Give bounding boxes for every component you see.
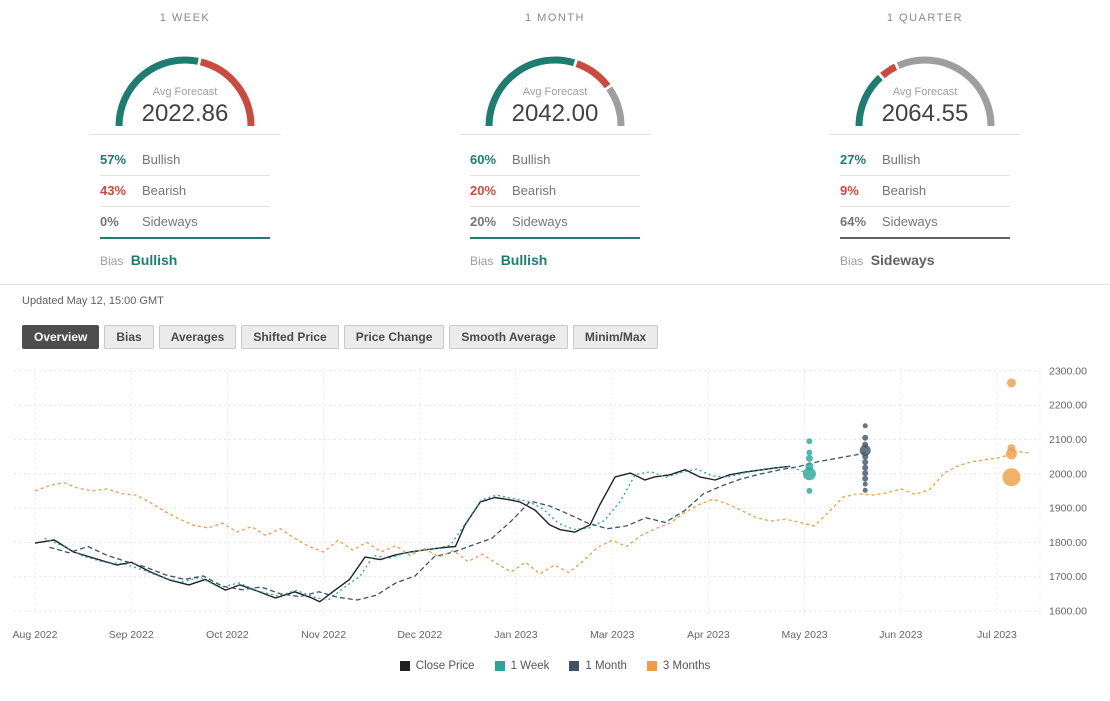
gauge-arc [115,56,255,127]
bias-row: Bias Sideways [840,252,1010,268]
bullish-row: 27% Bullish [840,145,1010,176]
sideways-label: Sideways [142,214,198,229]
section-divider [0,284,1110,285]
svg-text:2300.00: 2300.00 [1049,365,1087,377]
bullish-label: Bullish [142,152,181,167]
forecast-panel-1-month: 1 MONTH Avg Forecast 2042.00 60% Bullish… [455,12,655,268]
tab-averages[interactable]: Averages [158,325,237,349]
forecast-gauge: Avg Forecast 2022.86 [89,34,281,135]
bias-label: Bias [100,254,124,268]
svg-text:1700.00: 1700.00 [1049,571,1087,583]
bias-row: Bias Bullish [470,252,640,268]
bias-value: Bullish [130,252,178,268]
bearish-row: 43% Bearish [100,176,270,207]
sideways-row: 20% Sideways [470,207,640,239]
bias-value: Sideways [870,252,935,268]
bullish-label: Bullish [512,152,551,167]
bullish-row: 60% Bullish [470,145,640,176]
bullish-row: 57% Bullish [100,145,270,176]
period-label: 1 QUARTER [886,12,964,24]
svg-text:Sep 2022: Sep 2022 [109,629,154,641]
bearish-label: Bearish [142,183,187,198]
sideways-row: 0% Sideways [100,207,270,239]
bullish-label: Bullish [882,152,921,167]
gauge-arc [485,56,625,127]
sentiment-rows: 60% Bullish 20% Bearish 20% Sideways [470,145,640,239]
svg-text:Jun 2023: Jun 2023 [879,629,922,641]
period-label: 1 WEEK [159,12,211,24]
close-price-swatch-icon [399,661,410,671]
forecast-chart[interactable]: 2300.00 2200.00 2100.00 2000.00 1900.00 1800.… [0,361,1110,658]
tab-minim-max[interactable]: Minim/Max [572,325,659,349]
bias-label: Bias [840,254,864,268]
bearish-label: Bearish [882,183,927,198]
svg-text:Aug 2022: Aug 2022 [13,629,58,641]
sideways-label: Sideways [882,214,938,229]
sideways-percent: 20% [470,214,497,229]
sentiment-rows: 57% Bullish 43% Bearish 0% Sideways [100,145,270,239]
svg-text:Dec 2022: Dec 2022 [397,629,442,641]
legend-label: 1 Week [510,660,550,672]
tab-shifted-price[interactable]: Shifted Price [241,325,339,349]
one-month-swatch-icon [569,661,580,671]
svg-text:Oct 2022: Oct 2022 [206,629,249,641]
bullish-percent: 60% [470,152,497,167]
sentiment-rows: 27% Bullish 9% Bearish 64% Sideways [840,145,1010,239]
sideways-percent: 64% [840,214,867,229]
svg-text:2100.00: 2100.00 [1049,434,1087,446]
bias-row: Bias Bullish [100,252,270,268]
bullish-percent: 57% [100,152,127,167]
legend-item-3-months[interactable]: 3 Months [646,660,711,672]
legend-item-1-week[interactable]: 1 Week [494,660,550,672]
tab-overview[interactable]: Overview [22,325,100,349]
forecast-panels: 1 WEEK Avg Forecast 2022.86 57% Bullish … [0,0,1110,268]
legend-label: 3 Months [662,660,711,672]
bias-value: Bullish [500,252,548,268]
forecast-gauge: Avg Forecast 2042.00 [459,34,651,135]
svg-text:2000.00: 2000.00 [1049,468,1087,480]
svg-text:2200.00: 2200.00 [1049,400,1087,412]
svg-text:Mar 2023: Mar 2023 [590,629,635,641]
sideways-label: Sideways [512,214,568,229]
three-months-swatch-icon [646,661,657,671]
tab-bias[interactable]: Bias [104,325,154,349]
bearish-percent: 43% [100,183,127,198]
forecast-panel-1-quarter: 1 QUARTER Avg Forecast 2064.55 27% Bulli… [825,12,1025,268]
updated-timestamp: Updated May 12, 15:00 GMT [22,295,164,307]
bias-label: Bias [470,254,494,268]
one-week-swatch-icon [494,661,505,671]
svg-text:Apr 2023: Apr 2023 [687,629,730,641]
svg-text:1600.00: 1600.00 [1049,606,1087,618]
bearish-row: 20% Bearish [470,176,640,207]
chart-tabs: Overview Bias Averages Shifted Price Pri… [22,325,1110,349]
period-label: 1 MONTH [525,12,585,24]
forecast-gauge: Avg Forecast 2064.55 [829,34,1021,135]
sideways-percent: 0% [100,214,119,229]
gauge-arc [855,56,995,127]
legend-label: 1 Month [585,660,627,672]
tab-smooth-average[interactable]: Smooth Average [449,325,568,349]
legend-item-1-month[interactable]: 1 Month [569,660,627,672]
svg-text:Jan 2023: Jan 2023 [494,629,537,641]
sideways-row: 64% Sideways [840,207,1010,239]
bearish-percent: 9% [840,183,859,198]
tab-price-change[interactable]: Price Change [343,325,445,349]
price-forecast-plot[interactable]: 2300.00 2200.00 2100.00 2000.00 1900.00 1800.… [0,361,1110,653]
svg-text:1800.00: 1800.00 [1049,537,1087,549]
bullish-percent: 27% [840,152,867,167]
chart-legend: Close Price 1 Week 1 Month 3 Months [0,660,1110,672]
svg-text:Nov 2022: Nov 2022 [301,629,346,641]
forecast-panel-1-week: 1 WEEK Avg Forecast 2022.86 57% Bullish … [85,12,285,268]
bearish-percent: 20% [470,183,497,198]
legend-label: Close Price [415,660,475,672]
svg-text:Jul 2023: Jul 2023 [977,629,1017,641]
svg-text:May 2023: May 2023 [782,629,828,641]
legend-item-close-price[interactable]: Close Price [399,660,475,672]
bearish-label: Bearish [512,183,557,198]
svg-text:1900.00: 1900.00 [1049,503,1087,515]
bearish-row: 9% Bearish [840,176,1010,207]
